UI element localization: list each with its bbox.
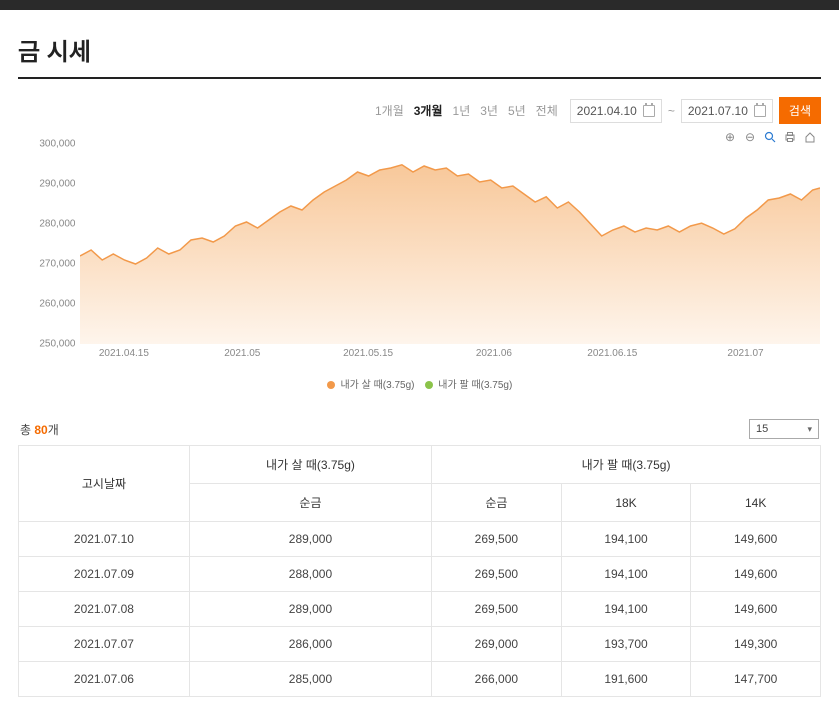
top-bar [0, 0, 839, 10]
period-tab[interactable]: 1개월 [375, 102, 404, 119]
magnify-icon[interactable] [763, 130, 777, 144]
legend-swatch [425, 381, 433, 389]
cell-date: 2021.07.07 [19, 627, 190, 662]
controls: 1개월 3개월 1년 3년 5년 전체 2021.04.10 ~ 2021.07.10 검… [18, 97, 821, 124]
legend-label: 내가 살 때(3.75g) [340, 380, 414, 391]
cell-k18: 194,100 [561, 557, 691, 592]
th-sell: 내가 팔 때(3.75g) [432, 446, 821, 484]
row-count: 총 80개 [20, 421, 59, 438]
table-row: 2021.07.10289,000269,500194,100149,600 [19, 522, 821, 557]
cell-k18: 191,600 [561, 662, 691, 697]
chevron-down-icon: ▾ [807, 424, 812, 435]
y-tick-label: 280,000 [39, 219, 75, 230]
legend-swatch [327, 381, 335, 389]
cell-k14: 149,600 [691, 522, 821, 557]
cell-k18: 194,100 [561, 522, 691, 557]
table-row: 2021.07.08289,000269,500194,100149,600 [19, 592, 821, 627]
zoom-in-icon[interactable]: ⊕ [723, 130, 737, 144]
cell-buy: 288,000 [189, 557, 431, 592]
th-date: 고시날짜 [19, 446, 190, 522]
period-tab[interactable]: 3개월 [414, 102, 443, 119]
th-18k: 18K [561, 484, 691, 522]
date-to[interactable]: 2021.07.10 [681, 99, 773, 123]
y-tick-label: 290,000 [39, 179, 75, 190]
chart-legend: 내가 살 때(3.75g) 내가 팔 때(3.75g) [18, 376, 821, 391]
table-row: 2021.07.06285,000266,000191,600147,700 [19, 662, 821, 697]
cell-buy: 285,000 [189, 662, 431, 697]
period-tab[interactable]: 3년 [480, 102, 498, 119]
cell-buy: 289,000 [189, 592, 431, 627]
rows-per-page-select[interactable]: 15 ▾ [749, 419, 819, 439]
y-tick-label: 260,000 [39, 299, 75, 310]
y-tick-label: 250,000 [39, 339, 75, 350]
home-icon[interactable] [803, 130, 817, 144]
print-icon[interactable] [783, 130, 797, 144]
cell-sell_pure: 266,000 [432, 662, 562, 697]
y-tick-label: 300,000 [39, 139, 75, 150]
rows-per-page-value: 15 [756, 423, 768, 435]
cell-sell_pure: 269,500 [432, 557, 562, 592]
page-title: 금 시세 [18, 26, 821, 79]
date-from-value: 2021.04.10 [577, 104, 637, 118]
x-axis: 2021.04.15 2021.05 2021.05.15 2021.06 2021.0… [80, 348, 820, 364]
period-tab[interactable]: 5년 [508, 102, 526, 119]
x-tick-label: 2021.05.15 [343, 348, 393, 359]
x-tick-label: 2021.04.15 [99, 348, 149, 359]
y-tick-label: 270,000 [39, 259, 75, 270]
x-tick-label: 2021.07 [727, 348, 763, 359]
legend-item: 내가 살 때(3.75g) [327, 376, 415, 391]
search-button[interactable]: 검색 [779, 97, 821, 124]
legend-item: 내가 팔 때(3.75g) [425, 376, 513, 391]
chart-plot [80, 144, 820, 344]
cell-date: 2021.07.08 [19, 592, 190, 627]
cell-k14: 149,600 [691, 557, 821, 592]
x-tick-label: 2021.06 [476, 348, 512, 359]
date-to-value: 2021.07.10 [688, 104, 748, 118]
period-tab[interactable]: 1년 [453, 102, 471, 119]
cell-date: 2021.07.06 [19, 662, 190, 697]
calendar-icon [643, 105, 655, 117]
zoom-out-icon[interactable]: ⊖ [743, 130, 757, 144]
y-axis: 250,000260,000270,000280,000290,000300,0… [20, 144, 80, 344]
date-from[interactable]: 2021.04.10 [570, 99, 662, 123]
cell-k18: 193,700 [561, 627, 691, 662]
cell-k14: 149,300 [691, 627, 821, 662]
table-row: 2021.07.07286,000269,000193,700149,300 [19, 627, 821, 662]
cell-k14: 149,600 [691, 592, 821, 627]
cell-date: 2021.07.10 [19, 522, 190, 557]
x-tick-label: 2021.06.15 [587, 348, 637, 359]
legend-label: 내가 팔 때(3.75g) [438, 380, 512, 391]
cell-date: 2021.07.09 [19, 557, 190, 592]
th-sell-pure: 순금 [432, 484, 562, 522]
price-chart: 250,000260,000270,000280,000290,000300,0… [20, 144, 820, 374]
th-buy-pure: 순금 [189, 484, 431, 522]
cell-buy: 286,000 [189, 627, 431, 662]
cell-buy: 289,000 [189, 522, 431, 557]
cell-sell_pure: 269,000 [432, 627, 562, 662]
table-row: 2021.07.09288,000269,500194,100149,600 [19, 557, 821, 592]
calendar-icon [754, 105, 766, 117]
th-buy: 내가 살 때(3.75g) [189, 446, 431, 484]
cell-sell_pure: 269,500 [432, 592, 562, 627]
price-table: 고시날짜 내가 살 때(3.75g) 내가 팔 때(3.75g) 순금 순금 1… [18, 445, 821, 697]
cell-k14: 147,700 [691, 662, 821, 697]
chart-toolbar: ⊕ ⊖ [18, 130, 821, 144]
period-tabs: 1개월 3개월 1년 3년 5년 전체 [375, 102, 558, 119]
cell-sell_pure: 269,500 [432, 522, 562, 557]
date-range-separator: ~ [668, 104, 675, 118]
x-tick-label: 2021.05 [224, 348, 260, 359]
cell-k18: 194,100 [561, 592, 691, 627]
period-tab[interactable]: 전체 [536, 102, 558, 119]
th-14k: 14K [691, 484, 821, 522]
